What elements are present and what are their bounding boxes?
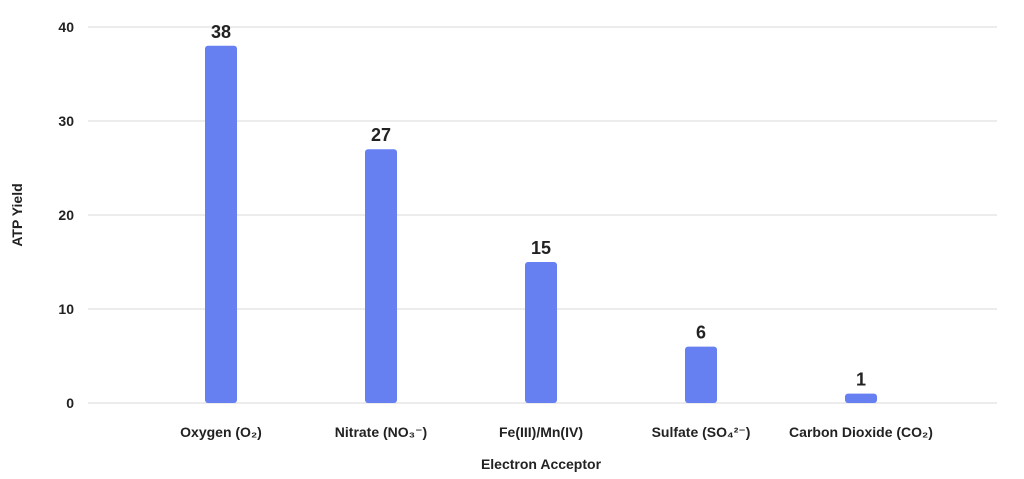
grid-layer (88, 26, 997, 404)
x-tick-label-1: Nitrate (NO₃⁻) (335, 424, 427, 440)
y-tick-label: 40 (58, 19, 74, 35)
y-axis-title: ATP Yield (9, 183, 25, 246)
bar-1 (365, 149, 397, 403)
x-tick-labels: Oxygen (O₂) Nitrate (NO₃⁻) Fe(III)/Mn(IV) S… (180, 424, 933, 440)
data-label-0: 38 (211, 22, 231, 42)
bar-3 (685, 346, 717, 403)
bar-4 (845, 393, 877, 403)
x-tick-label-2: Fe(III)/Mn(IV) (499, 424, 583, 440)
x-axis-title: Electron Acceptor (481, 456, 602, 472)
y-tick-label: 20 (58, 207, 74, 223)
y-tick-label: 0 (66, 395, 74, 411)
data-label-4: 1 (856, 370, 866, 390)
y-tick-labels: 0 10 20 30 40 (58, 19, 74, 411)
bars (205, 45, 877, 404)
data-labels: 38 27 15 6 1 (211, 22, 866, 390)
x-tick-label-4: Carbon Dioxide (CO₂) (789, 424, 933, 440)
data-label-3: 6 (696, 323, 706, 343)
data-label-1: 27 (371, 125, 391, 145)
x-tick-label-3: Sulfate (SO₄²⁻) (652, 424, 751, 440)
y-tick-label: 30 (58, 113, 74, 129)
x-tick-label-0: Oxygen (O₂) (180, 424, 262, 440)
data-label-2: 15 (531, 238, 551, 258)
bar-2 (525, 262, 557, 403)
bar-0 (205, 45, 237, 404)
y-tick-label: 10 (58, 301, 74, 317)
